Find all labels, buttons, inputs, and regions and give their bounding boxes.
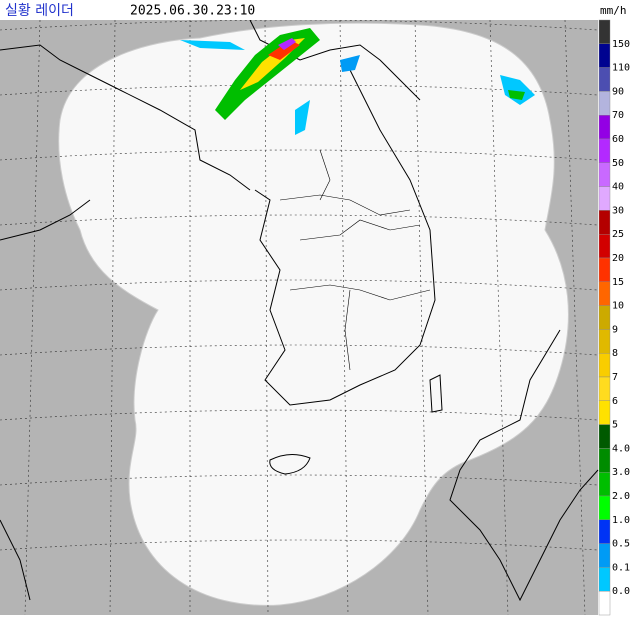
legend-label: 25 bbox=[612, 229, 624, 240]
legend-swatch bbox=[598, 210, 611, 235]
graticule bbox=[0, 19, 599, 616]
legend-swatch bbox=[598, 91, 611, 116]
legend-label: 9 bbox=[612, 324, 618, 335]
legend-swatch bbox=[598, 19, 611, 44]
legend-swatch bbox=[598, 233, 611, 259]
map bbox=[0, 19, 599, 616]
header-bar bbox=[0, 0, 635, 20]
legend-swatch bbox=[598, 567, 611, 592]
legend-label: 1.0 bbox=[612, 515, 630, 526]
legend-label: 60 bbox=[612, 134, 624, 145]
legend-swatch bbox=[598, 281, 611, 306]
legend-label: 20 bbox=[612, 253, 624, 264]
legend-label: 70 bbox=[612, 110, 624, 121]
legend-swatch bbox=[598, 138, 611, 163]
coastlines bbox=[0, 19, 599, 602]
legend-label: 8 bbox=[612, 348, 618, 359]
legend-swatch bbox=[598, 591, 611, 616]
legend-swatch bbox=[598, 305, 611, 330]
legend-label: 7 bbox=[612, 372, 618, 383]
legend-label: 5 bbox=[612, 420, 618, 431]
legend-label: 3.0 bbox=[612, 467, 630, 478]
legend-label: 0.1 bbox=[612, 562, 630, 573]
legend-swatch bbox=[598, 67, 611, 92]
legend-swatch bbox=[598, 495, 611, 520]
legend-swatch bbox=[598, 186, 611, 211]
legend-label: 30 bbox=[612, 205, 624, 216]
unit: mm/h bbox=[600, 4, 627, 17]
title: 실황 레이더 bbox=[5, 3, 74, 19]
timestamp: 2025.06.30.23:10 bbox=[130, 4, 255, 19]
legend-label: 4.0 bbox=[612, 443, 630, 454]
legend-label: 40 bbox=[612, 182, 624, 193]
legend-label: 0.5 bbox=[612, 539, 630, 550]
legend-label: 90 bbox=[612, 86, 624, 97]
precipitation bbox=[180, 28, 535, 135]
province-borders bbox=[279, 149, 431, 371]
legend-swatch bbox=[598, 43, 611, 68]
legend-label: 2.0 bbox=[612, 491, 630, 502]
legend-swatch bbox=[598, 472, 611, 497]
legend-label: 0.0 bbox=[612, 586, 630, 597]
legend-swatch bbox=[598, 448, 611, 473]
radar-coverage bbox=[58, 22, 569, 606]
legend-swatch bbox=[598, 400, 611, 425]
legend-swatch bbox=[598, 257, 611, 282]
legend-swatch bbox=[598, 519, 611, 544]
legend-label: 6 bbox=[612, 396, 618, 407]
legend-swatch bbox=[598, 114, 611, 140]
legend-label: 110 bbox=[612, 63, 630, 74]
legend-swatch bbox=[598, 353, 611, 378]
legend-swatch bbox=[598, 424, 611, 449]
legend-label: 15 bbox=[612, 277, 624, 288]
legend-swatch bbox=[598, 376, 611, 401]
legend-swatch bbox=[598, 329, 611, 354]
legend-swatch bbox=[598, 543, 611, 568]
legend-swatch bbox=[598, 162, 611, 187]
legend-label: 150 bbox=[612, 39, 630, 50]
legend-label: 10 bbox=[612, 301, 624, 312]
legend: 150 110 90 70 60 50 40 30 25 20 15 10 9 8 7 6 5 4.0 3.0 2.0… bbox=[598, 19, 630, 616]
legend-label: 50 bbox=[612, 158, 624, 169]
